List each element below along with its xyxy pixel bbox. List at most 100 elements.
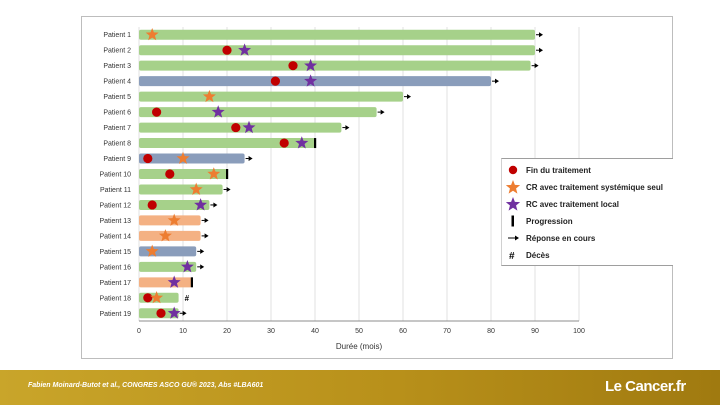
patient-bar: [139, 107, 377, 118]
footer-citation: Fabien Moinard-Butot et al., CONGRES ASC…: [28, 382, 264, 389]
chart-legend: Fin du traitement CR avec traitement syst…: [501, 158, 673, 266]
end-of-treatment-dot: [288, 61, 298, 71]
legend-item-rc-local: RC avec traitement local: [505, 196, 619, 212]
rc-local-star: [194, 198, 208, 211]
patient-bar: [139, 199, 210, 210]
x-tick-label: 60: [399, 328, 407, 335]
patient-label: Patient 11: [100, 187, 131, 194]
response-arrowhead: [182, 310, 187, 316]
rc-local-star: [238, 43, 252, 56]
legend-item-ongoing-response: Réponse en cours: [506, 230, 595, 246]
legend-label: CR avec traitement systémique seul: [526, 182, 663, 192]
patient-bar: [139, 184, 223, 195]
x-tick-label: 40: [311, 328, 319, 335]
x-tick-label: 50: [355, 328, 363, 335]
patient-label: Patient 16: [99, 264, 131, 271]
legend-label: Fin du traitement: [526, 165, 591, 175]
end-of-treatment-dot: [147, 200, 157, 210]
response-arrowhead: [407, 94, 411, 100]
patient-bar: [139, 45, 535, 56]
x-tick-label: 20: [223, 328, 231, 335]
patient-label: Patient 19: [99, 311, 131, 318]
response-arrowhead: [204, 233, 209, 239]
end-of-treatment-dot: [222, 45, 232, 55]
progression-marker: [314, 138, 317, 149]
legend-item-progression: Progression: [506, 213, 573, 229]
rc-local-star: [304, 74, 318, 87]
legend-item-death: # Décès: [506, 247, 550, 263]
x-axis-label: Durée (mois): [336, 342, 383, 351]
response-arrowhead: [345, 125, 350, 131]
legend-label: Réponse en cours: [526, 233, 596, 243]
cr-systemic-star: [158, 229, 172, 242]
rc-local-star: [167, 306, 181, 319]
end-of-treatment-dot: [143, 293, 153, 303]
patient-bar: [139, 60, 531, 71]
rc-local-star: [304, 58, 318, 72]
patient-bar: [139, 153, 245, 164]
x-tick-label: 80: [487, 328, 495, 335]
red-dot-icon: [506, 162, 522, 178]
end-of-treatment-dot: [270, 76, 280, 86]
cr-systemic-star: [145, 27, 159, 41]
x-tick-label: 30: [267, 328, 275, 335]
footer-logo: Le Cancer.fr: [605, 378, 686, 395]
patient-bar: [139, 169, 227, 179]
patient-label: Patient 14: [99, 233, 131, 240]
patient-bar: [139, 76, 491, 87]
x-tick-label: 0: [137, 328, 141, 335]
rc-local-star: [180, 260, 194, 273]
response-arrowhead: [495, 78, 499, 84]
response-arrowhead: [204, 217, 209, 223]
response-arrowhead: [200, 248, 205, 254]
chart-plot: 0 10 20 30 40 50 60 70 80 90 100 Durée (mois) Patien…: [99, 27, 585, 351]
progression-icon: [506, 213, 522, 229]
rc-local-star: [242, 120, 256, 134]
cr-systemic-star: [167, 213, 181, 226]
death-marker: #: [185, 294, 190, 303]
end-of-treatment-dot: [152, 107, 162, 117]
cr-systemic-star: [145, 244, 159, 257]
patient-bar: [139, 261, 197, 272]
legend-item-end-of-treatment: Fin du traitement: [506, 162, 591, 178]
end-of-treatment-dot: [165, 169, 175, 179]
svg-text:#: #: [509, 251, 515, 262]
x-tick-label: 70: [443, 328, 451, 335]
orange-star-icon: [505, 179, 522, 195]
x-tick-label: 90: [531, 328, 539, 335]
patient-label: Patient 12: [99, 202, 131, 209]
patient-label: Patient 2: [103, 48, 131, 55]
cr-systemic-star: [207, 167, 221, 180]
x-tick-label: 100: [573, 328, 585, 335]
patient-bar: [139, 29, 535, 40]
cr-systemic-star: [176, 151, 190, 165]
response-arrowhead: [539, 47, 543, 53]
patient-label: Patient 13: [99, 218, 131, 225]
patient-label: Patient 15: [99, 249, 131, 256]
end-of-treatment-dot: [156, 308, 166, 318]
patient-bar: [139, 277, 192, 288]
end-of-treatment-dot: [231, 122, 241, 133]
cr-systemic-star: [150, 290, 164, 304]
response-arrowhead: [226, 186, 231, 192]
patient-bar: [139, 138, 315, 149]
legend-item-cr-systemic: CR avec traitement systémique seul: [505, 179, 663, 195]
patient-label: Patient 9: [103, 156, 131, 163]
purple-star-icon: [505, 196, 522, 212]
arrow-icon: [506, 230, 522, 246]
footer-bar: [0, 370, 720, 405]
rc-local-star: [211, 105, 225, 118]
patient-label: Patient 7: [103, 125, 131, 132]
cr-systemic-star: [202, 89, 216, 103]
patient-bar: [139, 246, 197, 257]
response-arrowhead: [213, 202, 218, 208]
patient-label: Patient 3: [103, 63, 131, 70]
patient-label: Patient 6: [103, 110, 131, 117]
response-arrowhead: [534, 63, 539, 69]
progression-marker: [226, 169, 229, 179]
patient-bar: [139, 215, 201, 226]
x-tick-label: 10: [179, 328, 187, 335]
legend-label: RC avec traitement local: [526, 199, 619, 209]
response-arrowhead: [539, 32, 543, 38]
patient-label: Patient 10: [99, 172, 131, 179]
